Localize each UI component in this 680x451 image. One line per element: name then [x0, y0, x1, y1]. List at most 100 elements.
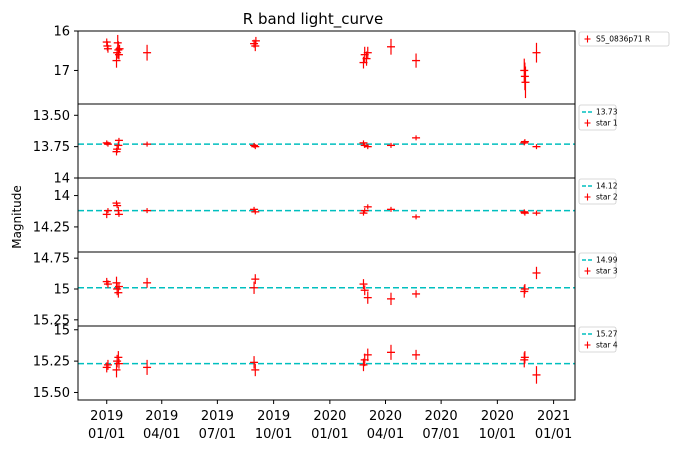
y-tick-label: 16: [53, 25, 70, 40]
panel-5: 15 15.25 15.50: [33, 323, 576, 401]
legend-label: star 2: [596, 193, 618, 202]
legend-panel-5: 15.27 star 4: [578, 326, 618, 353]
data-point: [112, 200, 121, 206]
data-point: [250, 206, 259, 212]
data-point: [412, 290, 421, 298]
data-point: [114, 206, 123, 215]
x-tick-label: 2019: [257, 409, 290, 424]
data-point: [386, 206, 395, 212]
data-point: [250, 281, 259, 294]
data-point: [112, 362, 121, 378]
y-tick-label: 14.25: [33, 220, 70, 235]
data-point: [143, 359, 152, 375]
x-tick-label: 2019: [201, 409, 234, 424]
x-tick-label: 07/01: [199, 427, 236, 442]
data-point: [114, 287, 123, 298]
data-point: [102, 38, 111, 46]
data-point: [520, 58, 529, 83]
data-point: [520, 284, 529, 294]
data-point: [520, 210, 529, 216]
data-point: [143, 141, 152, 147]
x-tick-label: 01/01: [88, 427, 125, 442]
legend-label: star 4: [596, 341, 618, 350]
y-tick-label: 15.50: [33, 386, 70, 401]
data-point: [114, 282, 123, 291]
legend-label: S5_0836p71 R: [596, 35, 650, 44]
data-point: [114, 358, 123, 369]
data-point: [412, 135, 421, 141]
data-point: [520, 285, 529, 298]
y-tick-label: 15.25: [33, 313, 70, 328]
data-point: [362, 51, 371, 66]
y-tick-label: 14.75: [33, 252, 70, 267]
data-point: [521, 66, 530, 99]
panel-frame: [77, 30, 576, 105]
x-tick-label: 10/01: [255, 427, 292, 442]
data-point: [532, 210, 541, 216]
chart-title: R band light_curve: [243, 10, 383, 29]
legend-label: 14.12: [596, 182, 618, 191]
data-point: [386, 38, 395, 55]
legend-panel-3: 14.12 star 2: [578, 178, 618, 205]
data-point: [386, 142, 395, 148]
y-tick-label: 15: [53, 323, 70, 338]
panel-frame: [77, 177, 576, 253]
x-axis: 2019 01/01 2019 04/01 2019 07/01 2019 10/01 2020…: [88, 400, 572, 442]
data-point: [115, 44, 124, 53]
data-point: [113, 34, 122, 51]
x-tick-label: 2020: [313, 409, 346, 424]
data-point: [103, 44, 112, 53]
data-point: [114, 137, 123, 143]
y-tick-label: 14: [53, 172, 70, 187]
data-point: [143, 44, 152, 61]
legend-box: [578, 31, 670, 47]
legend-label: 14.99: [596, 256, 618, 265]
data-point: [103, 280, 112, 288]
data-point: [359, 210, 368, 216]
x-tick-label: 04/01: [143, 427, 180, 442]
data-point: [359, 279, 368, 289]
x-tick-label: 07/01: [422, 427, 459, 442]
data-point: [114, 49, 123, 60]
x-tick-label: 01/01: [535, 427, 572, 442]
data-point: [532, 144, 541, 150]
x-tick-label: 2020: [369, 409, 402, 424]
data-point: [250, 356, 259, 369]
panel-frame: [77, 325, 576, 401]
data-point: [143, 277, 152, 288]
data-point: [143, 208, 152, 214]
data-point: [359, 140, 368, 146]
data-point: [114, 41, 123, 59]
x-tick-label: 2020: [425, 409, 458, 424]
legend-panel-1: S5_0836p71 R: [578, 31, 670, 47]
y-tick-label: 14: [53, 189, 70, 204]
data-point: [112, 53, 121, 68]
data-point: [360, 285, 369, 296]
data-point: [532, 266, 541, 280]
data-point: [113, 145, 122, 153]
data-point: [114, 351, 123, 364]
legend-label: star 1: [596, 119, 618, 128]
panel-frame: [77, 103, 576, 179]
data-point: [359, 358, 368, 372]
x-tick-label: 2019: [90, 409, 123, 424]
data-point: [114, 211, 123, 217]
y-tick-label: 15.25: [33, 355, 70, 370]
data-point: [103, 141, 112, 147]
data-point: [102, 362, 111, 373]
data-point: [363, 144, 372, 150]
panel-2: 13.50 13.75 14: [33, 103, 576, 187]
panel-frame: [77, 251, 576, 327]
legend-label: 15.27: [596, 330, 618, 339]
data-point: [532, 366, 541, 384]
data-point: [251, 209, 260, 215]
data-point: [520, 62, 529, 91]
data-point: [103, 359, 112, 370]
data-point: [251, 144, 260, 150]
legend-label: 13.73: [596, 108, 618, 117]
x-tick-label: 10/01: [479, 427, 516, 442]
panel-4: 14.75 15 15.25: [33, 251, 576, 328]
data-point: [360, 208, 369, 214]
data-point: [386, 292, 395, 306]
